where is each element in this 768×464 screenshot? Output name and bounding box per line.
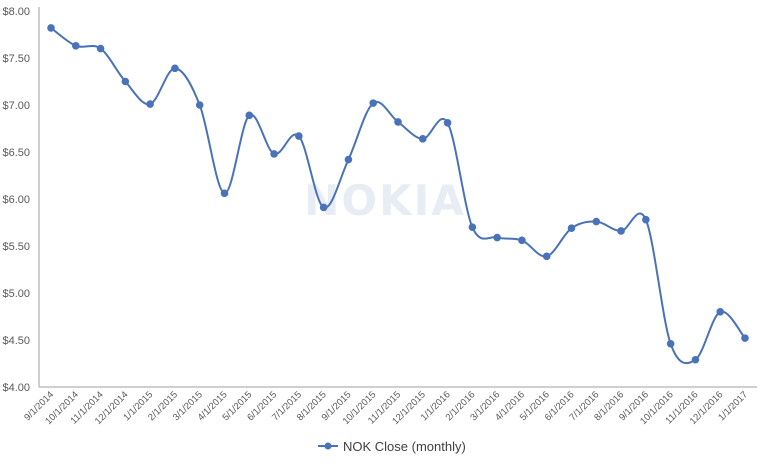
y-tick-label: $7.50 bbox=[2, 53, 30, 65]
series-markers bbox=[47, 24, 749, 364]
data-point-marker bbox=[220, 189, 229, 198]
data-point-marker bbox=[344, 155, 353, 164]
data-point-marker bbox=[493, 233, 501, 242]
data-point-marker bbox=[195, 101, 204, 109]
data-point-marker bbox=[691, 355, 700, 364]
data-point-marker bbox=[121, 77, 130, 86]
data-point-marker bbox=[642, 215, 650, 224]
data-point-marker bbox=[245, 111, 254, 120]
data-point-marker bbox=[567, 224, 576, 232]
data-point-marker bbox=[270, 150, 278, 158]
y-tick-label: $5.00 bbox=[2, 288, 30, 300]
data-point-marker bbox=[468, 223, 477, 231]
data-point-marker bbox=[171, 64, 179, 73]
data-point-marker bbox=[592, 217, 601, 226]
y-tick-label: $8.00 bbox=[2, 6, 30, 18]
data-point-marker bbox=[741, 334, 749, 342]
data-point-marker bbox=[295, 132, 303, 140]
data-point-marker bbox=[666, 339, 675, 348]
y-tick-label: $6.50 bbox=[2, 147, 30, 159]
data-point-marker bbox=[418, 135, 427, 143]
data-point-marker bbox=[394, 118, 402, 126]
data-point-marker bbox=[443, 119, 452, 127]
y-tick-label: $4.50 bbox=[2, 335, 30, 347]
data-point-marker bbox=[96, 44, 105, 53]
data-point-marker bbox=[71, 41, 80, 50]
data-point-marker bbox=[518, 236, 526, 245]
y-tick-label: $4.00 bbox=[2, 382, 30, 394]
data-point-marker bbox=[369, 99, 378, 107]
y-tick-label: $7.00 bbox=[2, 100, 30, 112]
watermark: NOKIA bbox=[304, 176, 466, 225]
y-axis: $4.00 $4.50 $5.00 $5.50 $6.00 $6.50 $7.00 $7.50… bbox=[2, 6, 40, 394]
data-point-marker bbox=[319, 203, 328, 212]
legend: NOK Close (monthly) bbox=[318, 439, 466, 454]
y-tick-label: $6.00 bbox=[2, 194, 30, 206]
data-point-marker bbox=[47, 24, 55, 32]
legend-marker-icon bbox=[324, 442, 332, 450]
data-point-marker bbox=[542, 252, 551, 261]
legend-label: NOK Close (monthly) bbox=[343, 439, 466, 454]
data-point-marker bbox=[146, 100, 154, 108]
y-tick-label: $5.50 bbox=[2, 241, 30, 253]
x-axis: 9/1/201410/1/201411/1/201412/1/20141/1/2… bbox=[22, 386, 757, 427]
data-point-marker bbox=[716, 308, 725, 316]
data-point-marker bbox=[617, 227, 625, 235]
